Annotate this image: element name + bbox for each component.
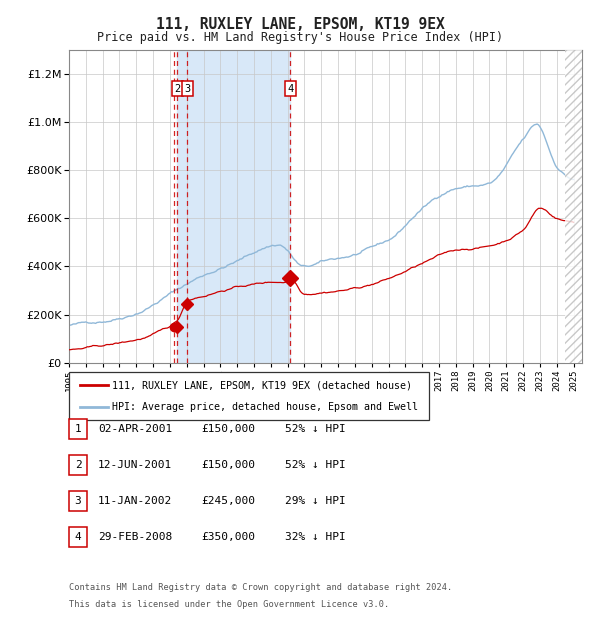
Text: 02-APR-2001: 02-APR-2001 (98, 424, 172, 434)
Text: 52% ↓ HPI: 52% ↓ HPI (285, 424, 346, 434)
Text: 3: 3 (74, 496, 82, 506)
Text: 3: 3 (184, 84, 190, 94)
Text: 4: 4 (287, 84, 293, 94)
Text: 32% ↓ HPI: 32% ↓ HPI (285, 532, 346, 542)
Text: 52% ↓ HPI: 52% ↓ HPI (285, 460, 346, 470)
Text: HPI: Average price, detached house, Epsom and Ewell: HPI: Average price, detached house, Epso… (112, 402, 418, 412)
Text: 12-JUN-2001: 12-JUN-2001 (98, 460, 172, 470)
Text: 111, RUXLEY LANE, EPSOM, KT19 9EX (detached house): 111, RUXLEY LANE, EPSOM, KT19 9EX (detac… (112, 380, 412, 390)
Bar (178, 50, 290, 363)
Text: £150,000: £150,000 (201, 424, 255, 434)
Text: 1: 1 (74, 424, 82, 434)
Text: 111, RUXLEY LANE, EPSOM, KT19 9EX: 111, RUXLEY LANE, EPSOM, KT19 9EX (155, 17, 445, 32)
Text: £245,000: £245,000 (201, 496, 255, 506)
Text: 2: 2 (174, 84, 181, 94)
Text: This data is licensed under the Open Government Licence v3.0.: This data is licensed under the Open Gov… (69, 600, 389, 609)
Text: £150,000: £150,000 (201, 460, 255, 470)
Text: 29-FEB-2008: 29-FEB-2008 (98, 532, 172, 542)
Text: 11-JAN-2002: 11-JAN-2002 (98, 496, 172, 506)
Text: 2: 2 (74, 460, 82, 470)
Text: 29% ↓ HPI: 29% ↓ HPI (285, 496, 346, 506)
Text: Price paid vs. HM Land Registry's House Price Index (HPI): Price paid vs. HM Land Registry's House … (97, 31, 503, 44)
Bar (565, 50, 599, 363)
Text: Contains HM Land Registry data © Crown copyright and database right 2024.: Contains HM Land Registry data © Crown c… (69, 583, 452, 592)
Text: 4: 4 (74, 532, 82, 542)
Text: £350,000: £350,000 (201, 532, 255, 542)
